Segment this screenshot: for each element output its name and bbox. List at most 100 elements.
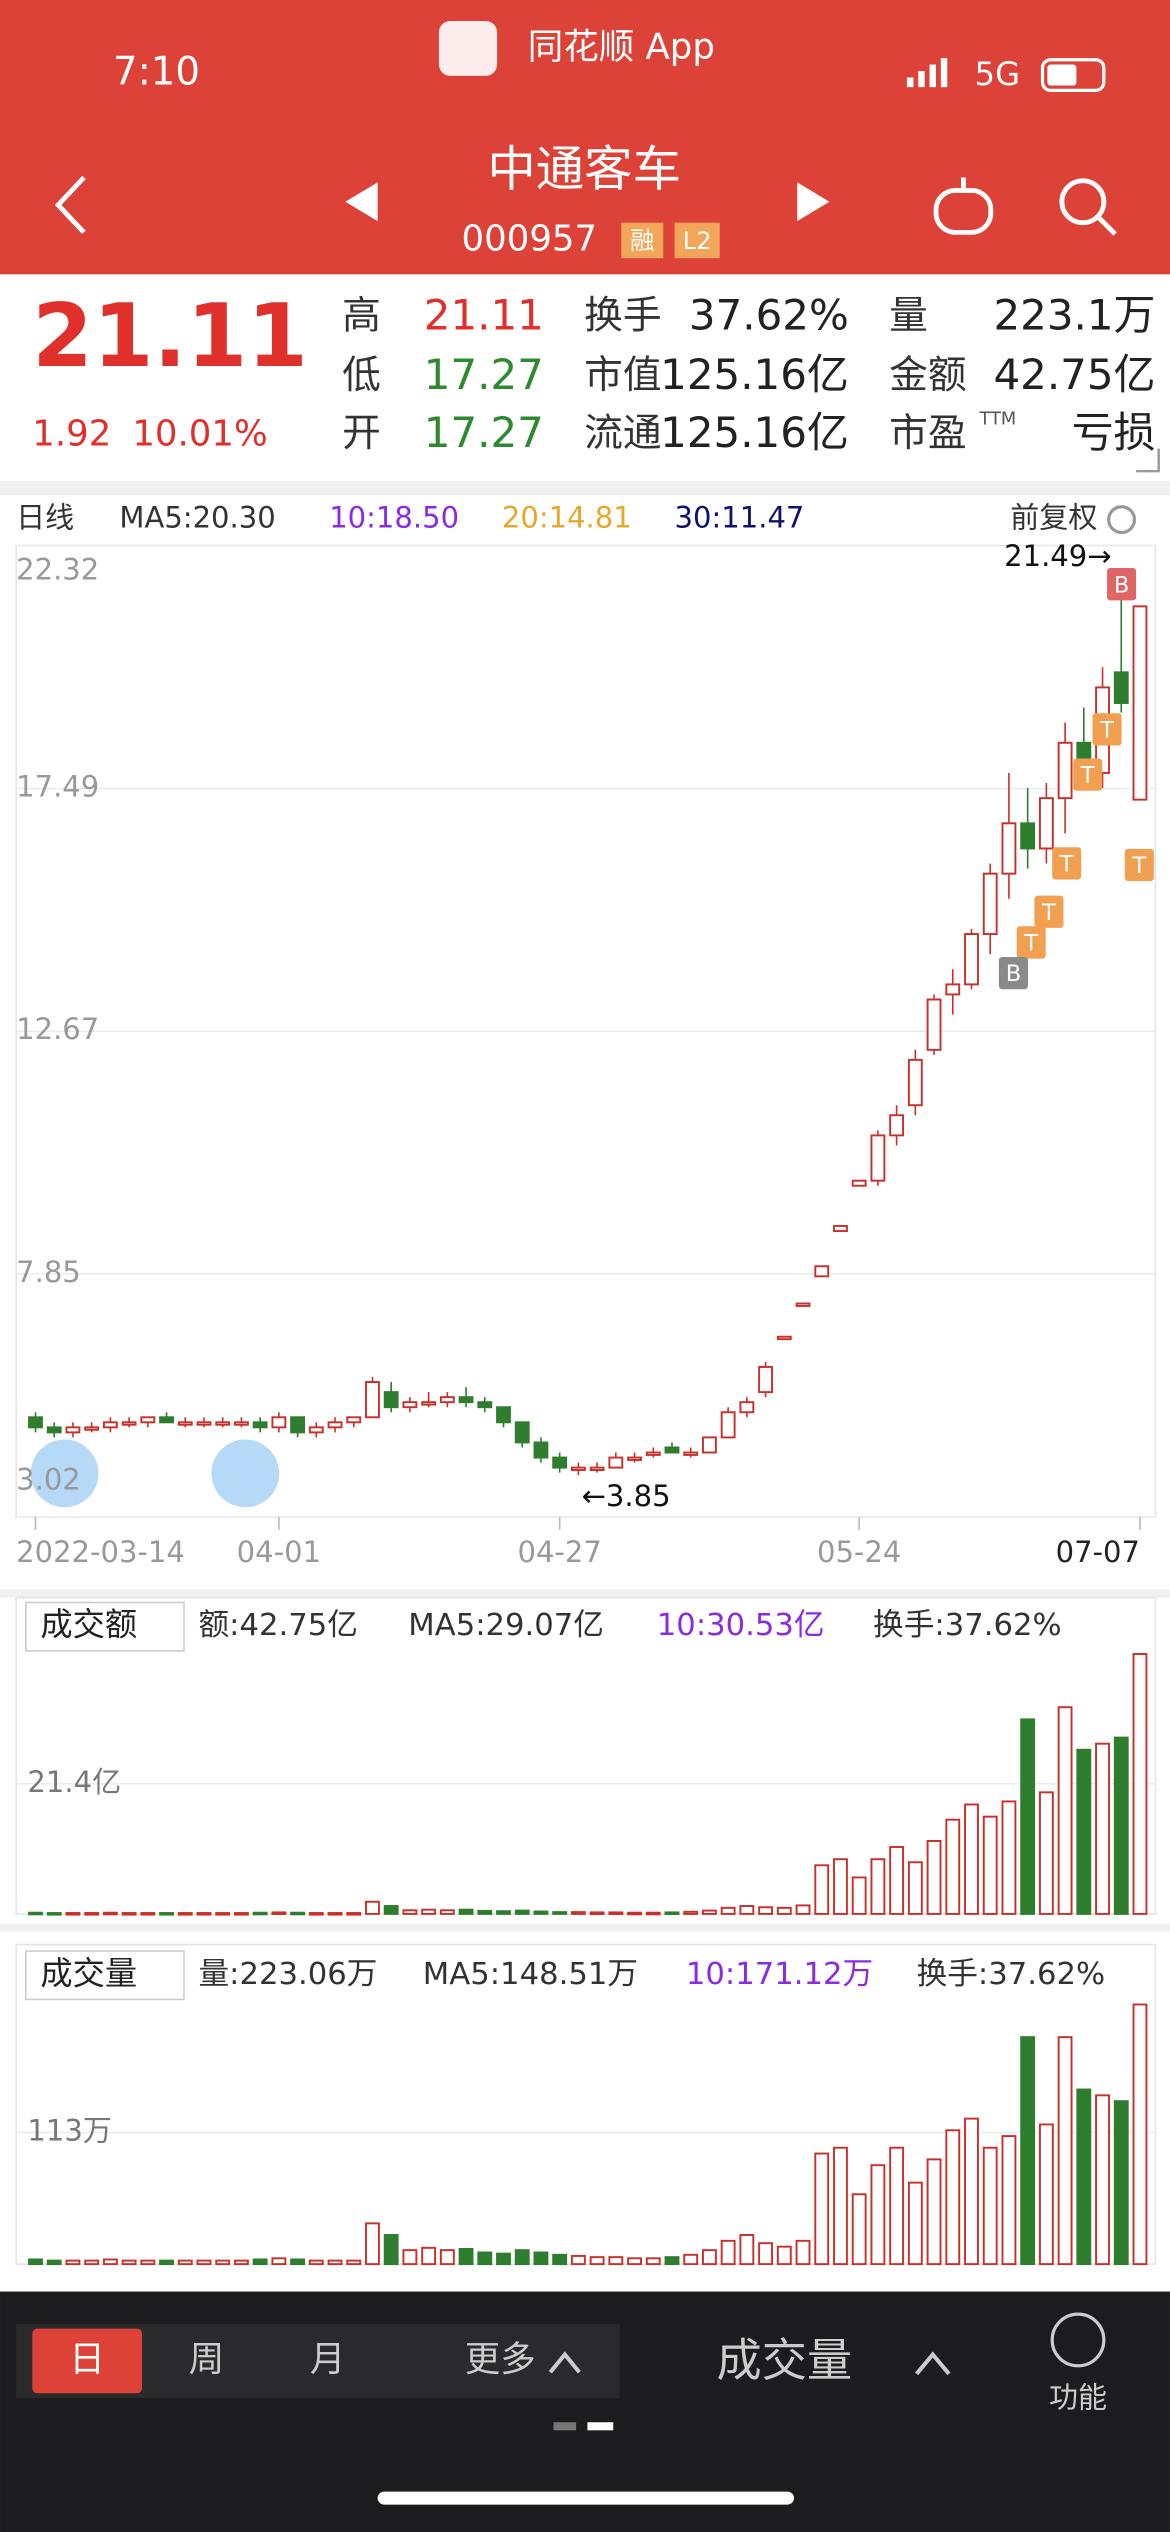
x-tick-label: 05-24 — [817, 1535, 901, 1569]
bar — [795, 2239, 811, 2266]
y-tick-label: 21.4亿 — [27, 1765, 121, 1799]
bar — [776, 2245, 792, 2266]
page-dot — [587, 2422, 614, 2431]
candle-body — [758, 1365, 774, 1394]
stat-label: 市值 — [584, 353, 661, 398]
indicator[interactable]: 成交量 — [717, 2334, 853, 2387]
fullscreen-button[interactable] — [211, 1439, 280, 1508]
bar — [140, 2259, 156, 2266]
bar — [421, 2246, 437, 2266]
expand-button[interactable] — [30, 1439, 99, 1508]
function-icon[interactable] — [1050, 2312, 1106, 2368]
candle-body — [814, 1265, 830, 1278]
prev-stock[interactable] — [345, 182, 378, 222]
panel-legend: 10:30.53亿 — [657, 1608, 825, 1643]
bar — [177, 1912, 193, 1916]
signal-badge — [1092, 713, 1122, 746]
candle-body — [215, 1421, 231, 1426]
signal-text: T — [1023, 931, 1038, 957]
next-stock[interactable] — [797, 182, 830, 222]
candle-body — [776, 1335, 792, 1341]
bar — [683, 2253, 699, 2266]
settings-icon[interactable] — [1107, 505, 1137, 535]
candle-body — [496, 1406, 511, 1424]
indicator-select[interactable] — [25, 1601, 185, 1652]
candle-body — [982, 872, 998, 936]
bar — [271, 1911, 287, 1915]
signal-text: T — [1041, 900, 1056, 926]
panel-legend: 额:42.75亿 — [199, 1608, 358, 1643]
bar — [402, 1909, 418, 1915]
bar — [533, 2251, 549, 2266]
bar — [776, 1906, 792, 1915]
bar — [177, 2259, 193, 2266]
bar — [327, 1912, 343, 1916]
candle-body — [1001, 822, 1017, 875]
signal-text: T — [1059, 851, 1074, 877]
bar — [1038, 2123, 1054, 2266]
bar — [346, 1912, 362, 1916]
back-button[interactable] — [54, 175, 86, 235]
bar — [196, 1912, 212, 1916]
bar — [889, 1846, 905, 1915]
bar — [720, 2239, 736, 2266]
bar — [458, 1908, 474, 1915]
candle-body — [552, 1456, 568, 1469]
separator — [0, 1589, 1170, 1598]
tab[interactable]: 更多 — [465, 2339, 536, 2380]
bar — [851, 2193, 867, 2266]
bar — [758, 2242, 774, 2266]
bar — [701, 2249, 717, 2266]
candle-body — [102, 1421, 118, 1429]
tab-active[interactable] — [32, 2328, 143, 2394]
app-icon — [438, 20, 498, 76]
bar — [234, 1912, 249, 1916]
stat-label: 流通 — [584, 411, 661, 456]
bar — [570, 2254, 586, 2266]
stat-sup: TTM — [979, 410, 1017, 430]
candle-body — [964, 933, 979, 986]
stat-label: 市盈 — [889, 411, 966, 456]
bar — [945, 1818, 961, 1915]
bar — [701, 1909, 717, 1915]
tab[interactable]: 周 — [189, 2339, 225, 2380]
search-icon[interactable] — [1059, 178, 1117, 236]
bar — [683, 1910, 699, 1915]
bar — [870, 2164, 886, 2266]
battery — [1040, 58, 1106, 92]
stock-code: 000957 — [462, 218, 598, 259]
badge-text: 融 — [630, 227, 654, 255]
bar — [46, 2259, 62, 2266]
adjust[interactable]: 前复权 — [1010, 501, 1097, 535]
bar — [28, 2258, 43, 2266]
bar — [84, 1912, 100, 1916]
bar — [1020, 2036, 1036, 2266]
candle-body — [1132, 605, 1148, 801]
bar — [290, 1911, 306, 1916]
robot-icon[interactable] — [933, 177, 994, 235]
y-tick-label: 17.49 — [16, 770, 99, 804]
bar — [533, 1910, 549, 1915]
badge — [621, 222, 664, 259]
bar — [252, 2258, 268, 2266]
candle-body — [46, 1426, 62, 1434]
candle-body — [290, 1416, 306, 1434]
bar — [308, 2259, 324, 2266]
candle-body — [252, 1421, 268, 1429]
x-tick-label: 07-07 — [1056, 1535, 1140, 1569]
more-arrow[interactable] — [548, 2351, 581, 2374]
bar — [964, 2117, 979, 2266]
bar — [290, 2258, 306, 2266]
bar — [1132, 2003, 1148, 2266]
indicator-select[interactable] — [25, 1950, 185, 2001]
panel-legend: 量:223.06万 — [199, 1957, 378, 1992]
tab[interactable]: 月 — [310, 2339, 346, 2380]
indicator-arrow[interactable] — [915, 2351, 951, 2376]
bar — [907, 2181, 923, 2266]
stat-label: 高 — [342, 293, 381, 338]
function-label[interactable]: 功能 — [1049, 2381, 1107, 2415]
annotation: ←3.85 — [582, 1479, 671, 1513]
stat-value: 亏损 — [1072, 408, 1156, 457]
bar — [477, 2251, 493, 2266]
tab[interactable]: 日 — [69, 2339, 105, 2380]
